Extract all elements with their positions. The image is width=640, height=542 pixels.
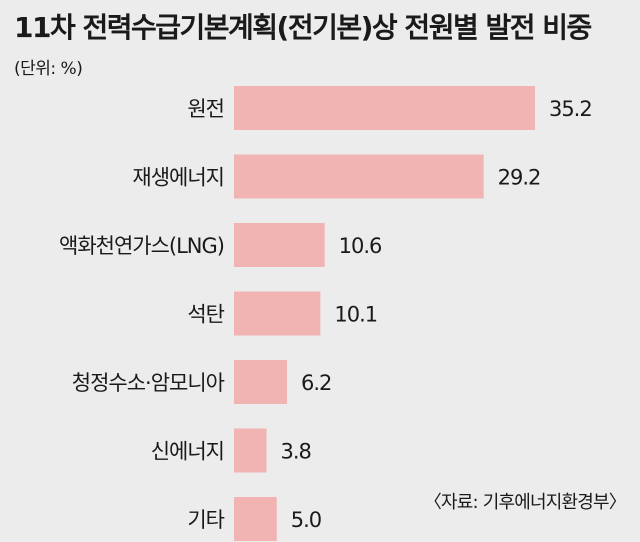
value-label-4: 6.2 xyxy=(301,371,331,395)
category-label-6: 기타 xyxy=(187,508,224,532)
value-label-2: 10.6 xyxy=(339,234,382,258)
category-label-4: 청정수소·암모니아 xyxy=(72,371,225,395)
bar-2 xyxy=(234,223,325,267)
bar-1 xyxy=(234,154,484,199)
category-label-5: 신에너지 xyxy=(151,440,224,464)
bar-3 xyxy=(234,291,321,336)
category-label-3: 석탄 xyxy=(187,303,224,327)
bar-5 xyxy=(234,428,267,473)
source-note: 〈자료: 기후에너지환경부〉 xyxy=(423,492,627,513)
bar-0 xyxy=(234,86,535,130)
bar-6 xyxy=(234,497,277,541)
unit-label: (단위: %) xyxy=(14,59,83,79)
value-label-3: 10.1 xyxy=(334,303,377,327)
category-label-1: 재생에너지 xyxy=(132,166,224,190)
category-label-2: 액화천연가스(LNG) xyxy=(59,234,224,258)
category-label-0: 원전 xyxy=(187,97,224,121)
chart-title: 11차 전력수급기본계획(전기본)상 전원별 발전 비중 xyxy=(14,11,592,44)
value-label-6: 5.0 xyxy=(291,508,321,532)
bar-4 xyxy=(234,360,288,404)
value-label-1: 29.2 xyxy=(498,166,541,190)
value-label-0: 35.2 xyxy=(549,97,592,121)
value-label-5: 3.8 xyxy=(280,440,310,464)
